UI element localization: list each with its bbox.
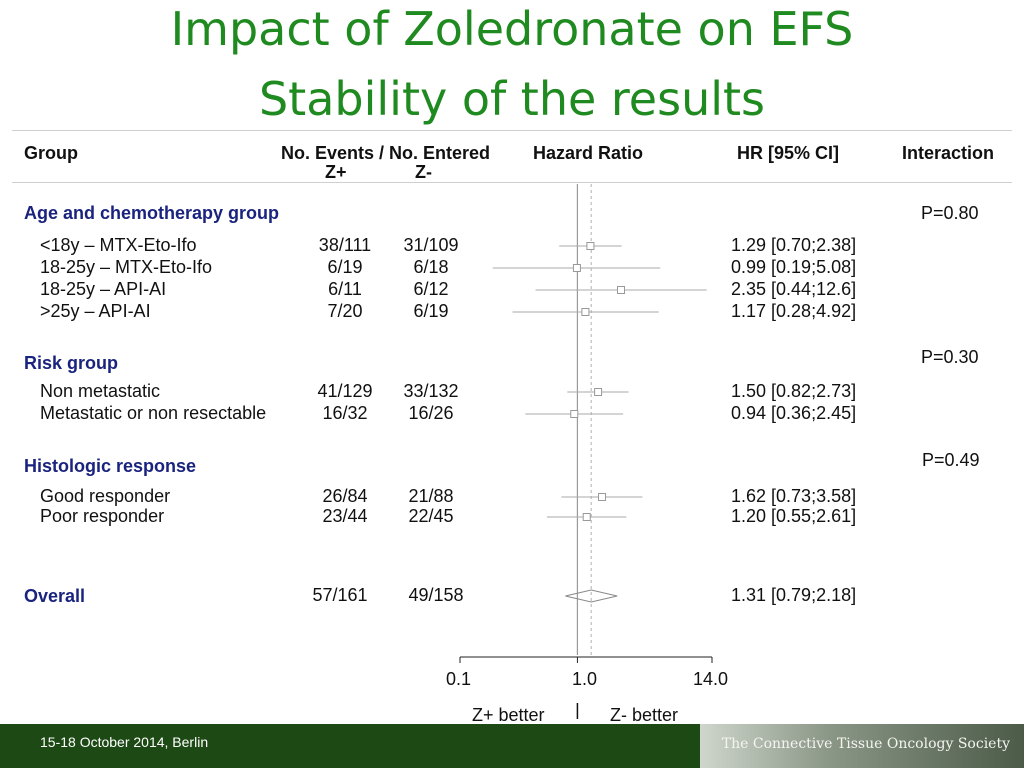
axis-tick-label-1.0: 1.0 — [572, 669, 598, 689]
group-label-histo: Histologic response — [24, 456, 197, 476]
header-bottom-rule — [12, 182, 1012, 183]
hr-marker — [594, 388, 603, 396]
row-hr-ci: 1.62 [0.73;3.58] — [731, 486, 857, 506]
hr-marker — [582, 513, 591, 521]
row-hr-ci: 1.31 [0.79;2.18] — [731, 585, 857, 605]
row-zminus-events: 6/19 — [413, 301, 449, 321]
row-zplus-events: 38/111 — [318, 235, 372, 255]
footer-bar: 15-18 October 2014, Berlin The Connectiv… — [0, 724, 1024, 768]
row-hr-ci: 1.17 [0.28;4.92] — [731, 301, 857, 321]
slide-title: Impact of Zoledronate on EFS — [170, 2, 854, 56]
overall-diamond — [565, 589, 618, 603]
society-logo: The Connective Tissue Oncology Society — [700, 724, 1024, 768]
forest-plot — [459, 184, 713, 719]
row-zminus-events: 31/109 — [403, 235, 459, 255]
p-value-histo: P=0.49 — [922, 450, 980, 470]
row-zplus-events: 6/11 — [328, 279, 362, 299]
hr-marker — [598, 493, 607, 501]
row-zminus-events: 6/18 — [413, 257, 449, 277]
row-label: 18-25y – MTX-Eto-Ifo — [40, 257, 213, 277]
header-zplus: Z+ — [325, 162, 347, 182]
row-zplus-events: 57/161 — [312, 585, 368, 605]
row-label: 18-25y – API-AI — [40, 279, 167, 299]
slide-subtitle: Stability of the results — [258, 72, 766, 126]
header-top-rule — [12, 130, 1012, 131]
row-hr-ci: 2.35 [0.44;12.6] — [731, 279, 857, 299]
hr-marker — [572, 264, 581, 272]
hr-marker — [586, 242, 595, 250]
row-zplus-events: 41/129 — [317, 381, 373, 401]
row-label: Non metastatic — [40, 381, 161, 401]
group-label-risk: Risk group — [24, 353, 119, 373]
row-hr-ci: 1.29 [0.70;2.38] — [731, 235, 857, 255]
row-label: >25y – API-AI — [40, 301, 151, 321]
header-hazard-ratio: Hazard Ratio — [533, 143, 644, 163]
p-value-risk: P=0.30 — [921, 347, 979, 367]
row-zplus-events: 23/44 — [322, 506, 368, 526]
group-label-age: Age and chemotherapy group — [24, 203, 280, 223]
row-zplus-events: 26/84 — [322, 486, 368, 506]
header-hr-ci: HR [95% CI] — [737, 143, 840, 163]
row-label: Poor responder — [40, 506, 165, 526]
hr-marker — [616, 286, 625, 294]
row-zminus-events: 6/12 — [413, 279, 449, 299]
row-hr-ci: 1.20 [0.55;2.61] — [731, 506, 857, 526]
group-label-overall: Overall — [24, 586, 86, 606]
header-group: Group — [24, 143, 78, 163]
hr-marker — [570, 410, 579, 418]
row-label: <18y – MTX-Eto-Ifo — [40, 235, 197, 255]
footer-date: 15-18 October 2014, Berlin — [40, 734, 209, 750]
row-zminus-events: 22/45 — [408, 506, 454, 526]
header-zminus: Z- — [415, 162, 432, 182]
row-label: Good responder — [40, 486, 171, 506]
axis-tick-label-14.0: 14.0 — [693, 669, 729, 689]
axis-tick-label-0.1: 0.1 — [446, 669, 472, 689]
row-hr-ci: 1.50 [0.82;2.73] — [731, 381, 857, 401]
row-hr-ci: 0.99 [0.19;5.08] — [731, 257, 857, 277]
z-plus-better-label: Z+ better — [472, 705, 545, 725]
row-zminus-events: 21/88 — [408, 486, 454, 506]
p-value-age: P=0.80 — [921, 203, 979, 223]
hr-marker — [581, 308, 590, 316]
z-minus-better-label: Z- better — [610, 705, 679, 725]
header-interaction: Interaction — [902, 143, 995, 163]
row-label: Metastatic or non resectable — [40, 403, 267, 423]
row-zminus-events: 49/158 — [408, 585, 464, 605]
society-name: The Connective Tissue Oncology Society — [721, 736, 1010, 752]
row-zplus-events: 7/20 — [327, 301, 363, 321]
row-zminus-events: 33/132 — [403, 381, 459, 401]
row-zplus-events: 6/19 — [327, 257, 363, 277]
header-events: No. Events / No. Entered — [281, 143, 491, 163]
row-zplus-events: 16/32 — [322, 403, 368, 423]
row-zminus-events: 16/26 — [408, 403, 454, 423]
row-hr-ci: 0.94 [0.36;2.45] — [731, 403, 857, 423]
